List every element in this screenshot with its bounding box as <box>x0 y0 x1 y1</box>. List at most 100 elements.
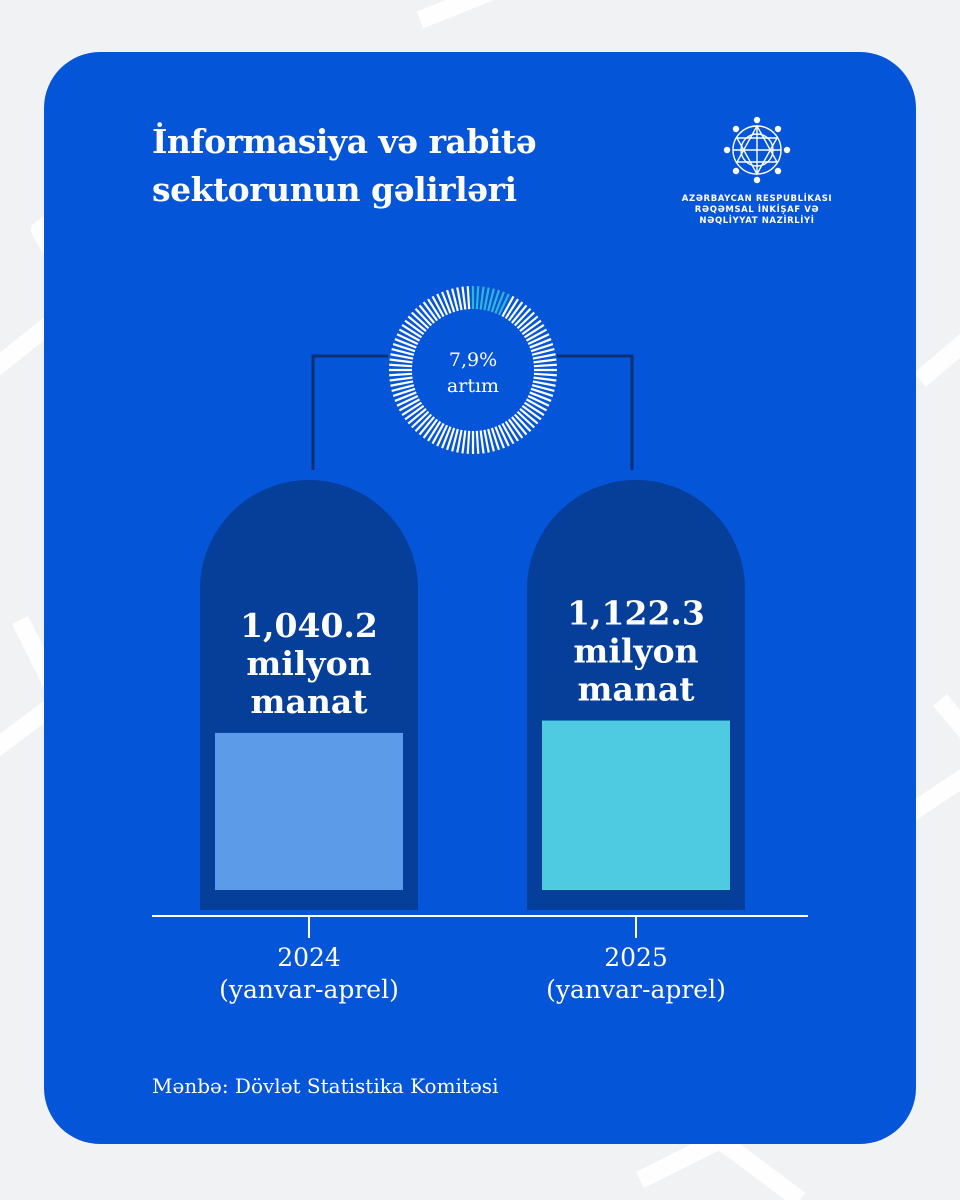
growth-value: 7,9% <box>449 349 497 371</box>
logo-line-2: RƏQƏMSAL İNKİŞAF VƏ <box>694 205 820 215</box>
donut-segment <box>511 416 528 436</box>
x-tick-label-2-1: 2025 <box>604 943 668 972</box>
donut-segment <box>497 293 510 316</box>
donut-segment <box>475 430 480 454</box>
donut-segment <box>398 328 421 342</box>
donut-segment <box>392 387 416 398</box>
donut-segment <box>483 429 490 453</box>
donut-segment <box>390 353 414 360</box>
donut-segment <box>418 416 435 436</box>
donut-segment <box>525 398 548 412</box>
donut-segment <box>441 426 452 449</box>
donut-segment <box>441 291 452 314</box>
donut-segment <box>519 408 539 425</box>
donut-segment <box>427 420 442 442</box>
donut-segment <box>411 311 430 330</box>
donut-segment <box>494 426 505 449</box>
donut-segment <box>530 342 554 353</box>
bar-value-label-1-1: 1,040.2 <box>240 606 378 645</box>
donut-segment <box>422 418 439 439</box>
donut-segment <box>401 324 423 339</box>
donut-segment <box>519 315 539 332</box>
x-tick-label-1-2: (yanvar-aprel) <box>219 975 399 1004</box>
donut-segment <box>466 430 471 454</box>
donut-segment <box>431 295 445 318</box>
donut-segment <box>516 311 535 330</box>
donut-segment <box>445 289 456 313</box>
growth-label: artım <box>447 375 499 397</box>
x-tick-label-2-2: (yanvar-aprel) <box>546 975 726 1004</box>
donut-segment <box>533 363 557 368</box>
donut-segment <box>529 391 552 402</box>
bar-value-label-1-3: manat <box>251 682 369 721</box>
donut-segment <box>389 372 413 377</box>
donut-segment <box>475 286 480 310</box>
bar-value-label-2-1: 1,122.3 <box>567 594 705 633</box>
bar-2 <box>542 720 730 890</box>
bar-1 <box>215 732 403 890</box>
donut-segment <box>516 410 535 429</box>
donut-segment <box>523 324 545 339</box>
donut-segment <box>391 384 415 392</box>
bracket-left <box>311 354 388 470</box>
donut-segment <box>479 430 485 454</box>
donut-segment <box>445 427 456 451</box>
donut-segment <box>407 315 427 332</box>
donut-segment <box>511 304 528 324</box>
donut-segment <box>396 394 419 407</box>
donut-segment <box>456 287 463 311</box>
donut-segment <box>391 348 415 356</box>
donut-segment <box>436 424 449 447</box>
donut-segment <box>527 333 550 346</box>
bar-value-label-2-3: manat <box>578 670 696 709</box>
donut-segment <box>404 319 425 336</box>
donut-segment <box>527 394 550 407</box>
bracket-right <box>557 354 634 470</box>
donut-segment <box>507 301 524 322</box>
donut-segment <box>497 424 510 447</box>
donut-segment <box>394 338 417 349</box>
donut-segment <box>451 428 459 452</box>
donut-segment <box>513 308 532 327</box>
donut-segment <box>431 422 445 445</box>
page-title: İnformasiya və rabitə sektorunun gəlirlə… <box>152 118 537 214</box>
logo-line-1: AZƏRBAYCAN RESPUBLİKASI <box>681 194 833 204</box>
donut-segment <box>414 308 433 327</box>
donut-segment <box>530 387 554 398</box>
donut-segment <box>404 404 425 421</box>
donut-segment <box>394 391 417 402</box>
donut-segment <box>504 298 519 320</box>
donut-segment <box>422 301 439 322</box>
donut-segment <box>461 430 467 454</box>
donut-segment <box>533 376 557 382</box>
donut-segment <box>529 338 552 349</box>
donut-segment <box>389 363 413 368</box>
donut-segment <box>392 342 416 353</box>
title-line-1: İnformasiya və rabitə <box>152 122 537 161</box>
donut-segment <box>389 358 413 364</box>
donut-segment <box>396 333 419 346</box>
donut-segment <box>436 293 449 316</box>
title-line-2: sektorunun gəlirləri <box>152 170 517 209</box>
infographic-card <box>44 52 916 1144</box>
ministry-emblem-icon <box>723 116 791 184</box>
donut-segment <box>427 298 442 320</box>
donut-segment <box>523 401 545 416</box>
donut-segment <box>494 291 505 314</box>
donut-segment <box>490 289 501 313</box>
donut-segment <box>414 413 433 432</box>
donut-segment <box>398 398 421 412</box>
logo-line-3: NƏQLİYYAT NAZİRLİYİ <box>699 216 815 226</box>
source-note: Mənbə: Dövlət Statistika Komitəsi <box>152 1074 499 1098</box>
donut-segment <box>525 328 548 342</box>
donut-segment <box>531 348 555 356</box>
donut-segment <box>521 404 542 421</box>
donut-segment <box>390 380 414 387</box>
donut-segment <box>389 376 413 382</box>
donut-segment <box>407 408 427 425</box>
donut-segment <box>487 288 495 312</box>
donut-segment <box>401 401 423 416</box>
donut-segment <box>501 422 515 445</box>
bar-value-label-2-2: milyon <box>573 632 698 671</box>
